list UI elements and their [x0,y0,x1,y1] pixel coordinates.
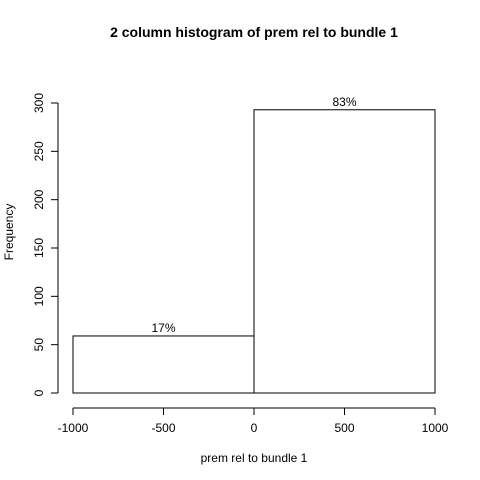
bar-labels: 17% 83% [151,95,356,335]
chart-title: 2 column histogram of prem rel to bundle… [110,24,398,40]
bar-percent-label-2: 83% [332,95,356,109]
y-tick-label: 0 [32,389,46,396]
histogram-bar-1 [72,335,255,394]
bar-percent-label-1: 17% [151,321,175,335]
y-tick-label: 200 [32,189,46,209]
x-tick-label: 0 [251,421,258,435]
x-tick-label: 500 [334,421,354,435]
x-tick-label: -500 [151,421,175,435]
y-tick-label: 50 [32,338,46,352]
y-axis: 0 50 100 150 200 250 300 [32,93,59,396]
y-tick-label: 100 [32,286,46,306]
histogram-bar-2 [253,109,436,394]
bars [72,109,436,394]
x-tick-label: 1000 [422,421,449,435]
x-axis-label: prem rel to bundle 1 [201,451,308,465]
x-tick-label: -1000 [58,421,89,435]
x-axis: -1000 -500 0 500 1000 [58,407,449,435]
y-axis-label: Frequency [2,204,16,261]
y-tick-label: 150 [32,238,46,258]
y-tick-label: 250 [32,141,46,161]
y-tick-label: 300 [32,93,46,113]
